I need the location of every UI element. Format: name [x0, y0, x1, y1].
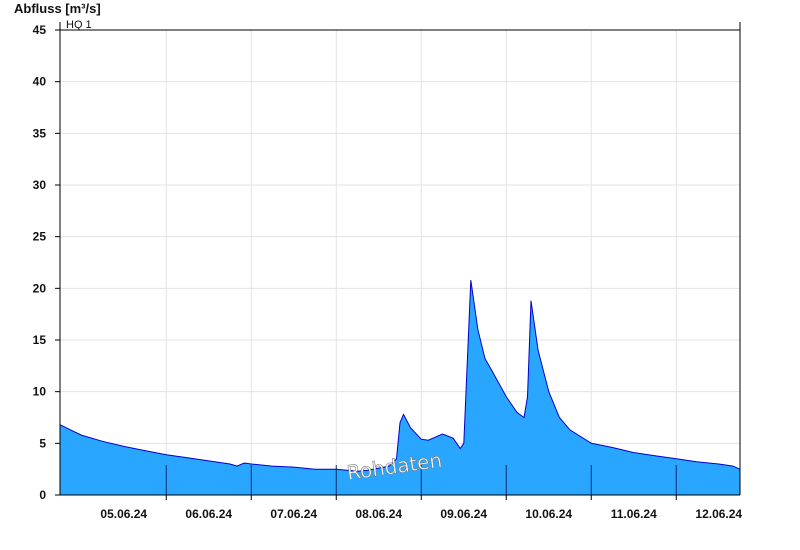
y-tick-label: 20 — [33, 281, 47, 295]
x-tick-label: 09.06.24 — [440, 507, 487, 521]
y-axis-ticks: 0 5 10 15 20 25 30 35 40 45 — [33, 23, 60, 502]
y-tick-label: 0 — [39, 488, 46, 502]
axis-layer — [59, 22, 741, 496]
x-tick-label: 07.06.24 — [270, 507, 317, 521]
y-tick-label: 40 — [33, 75, 47, 89]
x-tick-label: 06.06.24 — [185, 507, 232, 521]
series-layer — [59, 280, 741, 495]
x-tick-label: 05.06.24 — [100, 507, 147, 521]
y-tick-label: 15 — [33, 333, 47, 347]
y-tick-label: 10 — [33, 385, 47, 399]
y-tick-label: 45 — [33, 23, 47, 37]
y-tick-label: 25 — [33, 230, 47, 244]
y-axis-label: Abfluss [m³/s] — [14, 1, 101, 16]
discharge-line — [59, 280, 741, 472]
x-tick-label: 12.06.24 — [695, 507, 742, 521]
discharge-area — [60, 280, 740, 495]
y-tick-label: 30 — [33, 178, 47, 192]
x-axis-ticks: 05.06.24 06.06.24 07.06.24 08.06.24 09.06.24… — [100, 495, 742, 521]
x-tick-label: 10.06.24 — [525, 507, 572, 521]
x-tick-label: 08.06.24 — [355, 507, 402, 521]
y-tick-label: 5 — [39, 436, 46, 450]
x-tick-label: 11.06.24 — [611, 507, 657, 521]
y-tick-label: 35 — [33, 126, 47, 140]
hq1-label: HQ 1 — [66, 19, 92, 31]
